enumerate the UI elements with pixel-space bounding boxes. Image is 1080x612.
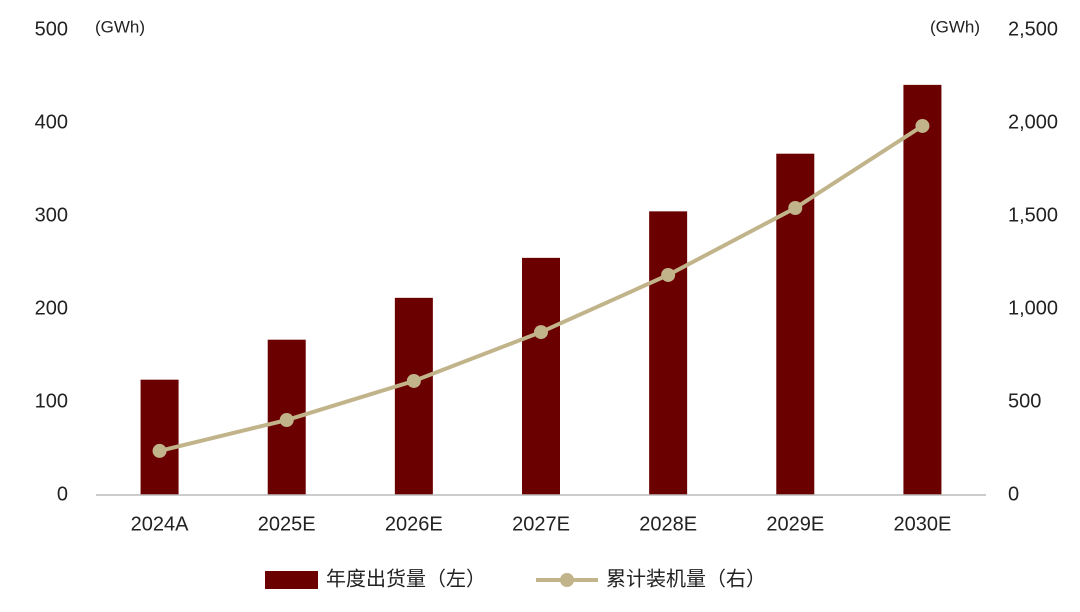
bar — [903, 84, 942, 496]
bar — [522, 257, 560, 495]
y-tick-label: 200 — [35, 297, 68, 319]
y-tick-label: 0 — [57, 483, 68, 505]
y-tick-label: 500 — [35, 18, 68, 40]
line-point — [152, 443, 167, 458]
x-tick-label: 2026E — [385, 513, 443, 535]
y2-axis-unit: (GWh) — [930, 17, 980, 36]
x-tick-label: 2029E — [766, 513, 824, 535]
line-point — [915, 118, 930, 133]
x-tick-label: 2025E — [258, 513, 316, 535]
y2-tick-label: 500 — [1008, 390, 1041, 412]
y2-tick-label: 1,000 — [1008, 297, 1058, 319]
line-point — [534, 325, 548, 340]
y-tick-label: 100 — [35, 390, 68, 412]
y-tick-label: 300 — [35, 204, 68, 226]
x-tick-label: 2027E — [512, 513, 570, 535]
y-tick-label: 400 — [35, 111, 68, 133]
y2-tick-label: 1,500 — [1008, 204, 1058, 226]
y2-tick-label: 2,500 — [1008, 18, 1058, 40]
y-axis-unit: (GWh) — [95, 17, 145, 36]
bar — [140, 379, 179, 495]
line-point — [661, 267, 676, 282]
bar — [394, 297, 433, 495]
legend-swatch — [265, 571, 318, 589]
legend-label: 累计装机量（右） — [606, 567, 766, 590]
y2-tick-label: 0 — [1008, 483, 1019, 505]
line-point — [279, 413, 294, 428]
line-point — [788, 201, 803, 216]
bar — [649, 211, 688, 495]
x-tick-label: 2024A — [131, 513, 189, 535]
y2-tick-label: 2,000 — [1008, 111, 1058, 133]
x-tick-label: 2028E — [639, 513, 697, 535]
legend-swatch-marker — [560, 573, 574, 587]
x-tick-label: 2030E — [894, 513, 952, 535]
legend-label: 年度出货量（左） — [326, 567, 486, 590]
line-point — [406, 373, 421, 388]
